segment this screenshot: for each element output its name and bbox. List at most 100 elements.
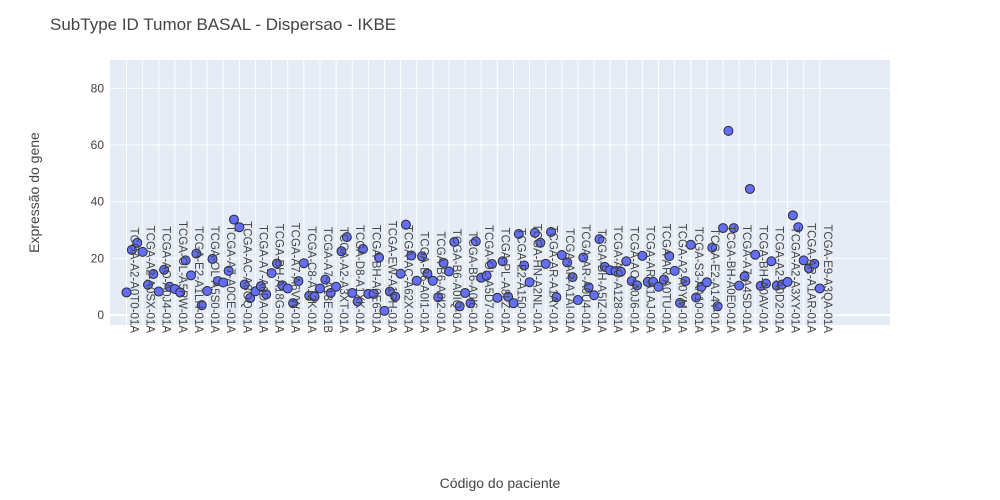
data-point — [508, 298, 519, 309]
data-point — [379, 305, 390, 316]
data-point — [513, 229, 524, 240]
x-tick-label: TCGA-EW-A1PH-01A — [385, 221, 397, 334]
data-point — [734, 280, 745, 291]
data-points — [121, 125, 825, 316]
data-point — [632, 280, 643, 291]
data-point — [701, 277, 712, 288]
data-point — [433, 292, 444, 303]
data-point — [583, 282, 594, 293]
x-tick-label: TCGA-A2-A3XY-01A — [789, 227, 801, 334]
data-point — [298, 258, 309, 269]
data-point — [202, 285, 213, 296]
data-point — [492, 292, 503, 303]
data-point — [621, 256, 632, 267]
data-point — [761, 278, 772, 289]
data-point — [261, 289, 272, 300]
x-tick-label: TCGA-A7-A4SD-01A — [740, 225, 752, 333]
x-tick-label: TCGA-BH-A5IZ-01A — [595, 229, 607, 333]
data-point — [132, 237, 143, 248]
data-point — [191, 248, 202, 259]
data-point — [228, 214, 239, 225]
data-point — [368, 288, 379, 299]
data-point — [288, 298, 299, 309]
data-point — [524, 277, 535, 288]
x-tick-label: TCGA-A2-A0D2-01A — [772, 226, 784, 333]
y-tick-label: 20 — [91, 251, 105, 265]
data-point — [707, 242, 718, 253]
x-tick-label: TCGA-AO-A128-01A — [611, 226, 623, 334]
data-point — [691, 292, 702, 303]
data-point — [675, 297, 686, 308]
x-tick-label: TCGA-A2-A0YM-01A — [676, 224, 688, 334]
data-point — [718, 223, 729, 234]
data-point — [809, 258, 820, 269]
data-point — [470, 236, 481, 247]
data-point — [503, 291, 514, 302]
data-point — [352, 296, 363, 307]
data-point — [449, 236, 460, 247]
data-point — [551, 292, 562, 303]
y-tick-label: 40 — [91, 195, 105, 209]
data-point — [728, 223, 739, 234]
data-point — [126, 244, 137, 255]
data-point — [750, 249, 761, 260]
x-tick-label: TCGA-HN-A2NL-01A — [531, 224, 543, 334]
x-tick-label: TCGA-AR-A1AI-01A — [563, 228, 575, 333]
x-tick-label: TCGA-C8-A12K-01A — [305, 226, 317, 333]
x-axis-ticks: TCGA-A2-A0T0-01A TCGA-A2-A0SX-01A TCGA-AO-… — [128, 221, 833, 334]
data-point — [443, 266, 454, 277]
x-tick-label: TCGA-B6-A0IQ-01A — [450, 229, 462, 333]
data-point — [196, 300, 207, 311]
data-point — [180, 255, 191, 266]
data-point — [218, 277, 229, 288]
x-tick-label: TCGA-AC-A8OQ-01A — [240, 221, 252, 333]
data-point — [460, 287, 471, 298]
data-point — [427, 275, 438, 286]
data-point — [266, 268, 277, 279]
x-tick-label: TCGA-B6-A0I2-01A — [434, 231, 446, 333]
data-point — [814, 283, 825, 294]
data-point — [653, 281, 664, 292]
data-point — [798, 255, 809, 266]
data-point — [137, 246, 148, 257]
y-tick-label: 0 — [97, 308, 104, 322]
y-axis-ticks: 0 20 40 60 80 — [91, 81, 105, 322]
data-point — [782, 276, 793, 287]
data-point — [148, 268, 159, 279]
x-tick-label: TCGA-B6-A0I6-01A — [466, 231, 478, 333]
data-point — [239, 279, 250, 290]
data-point — [556, 249, 567, 260]
data-point — [481, 270, 492, 281]
data-point — [685, 239, 696, 250]
data-point — [347, 287, 358, 298]
data-point — [374, 252, 385, 263]
data-point — [341, 232, 352, 243]
data-point — [572, 295, 583, 306]
plot-area — [110, 60, 890, 325]
data-point — [417, 251, 428, 262]
data-point — [669, 265, 680, 276]
data-point — [309, 291, 320, 302]
data-point — [739, 271, 750, 282]
x-tick-label: TCGA-A7-A6VW-01A — [289, 223, 301, 334]
x-tick-label: TCGA-BH-A0E0-01A — [724, 225, 736, 333]
x-tick-label: TCGA-AO-A0J4-01A — [160, 226, 172, 333]
data-point — [406, 250, 417, 261]
data-point — [234, 222, 245, 233]
x-axis-title: Código do paciente — [440, 475, 561, 491]
y-axis-title: Expressão do gene — [26, 132, 42, 253]
x-tick-label: TCGA-A7-A0CE-01A — [224, 225, 236, 333]
x-tick-label: TCGA-OL-A5RW-01A — [176, 221, 188, 333]
y-tick-label: 80 — [91, 81, 105, 95]
data-point — [185, 270, 196, 281]
data-point — [245, 293, 256, 304]
data-point — [153, 286, 164, 297]
data-point — [422, 268, 433, 279]
data-point — [535, 237, 546, 248]
data-point — [680, 276, 691, 287]
x-tick-label: TCGA-OL-A5S0-01A — [208, 226, 220, 334]
x-tick-label: TCGA-AC-A62X-01A — [402, 225, 414, 333]
x-tick-label: TCGA-BH-A0AV-01A — [756, 225, 768, 333]
data-point — [207, 253, 218, 264]
x-tick-label: TCGA-A7-A0DA-01A — [256, 225, 268, 333]
